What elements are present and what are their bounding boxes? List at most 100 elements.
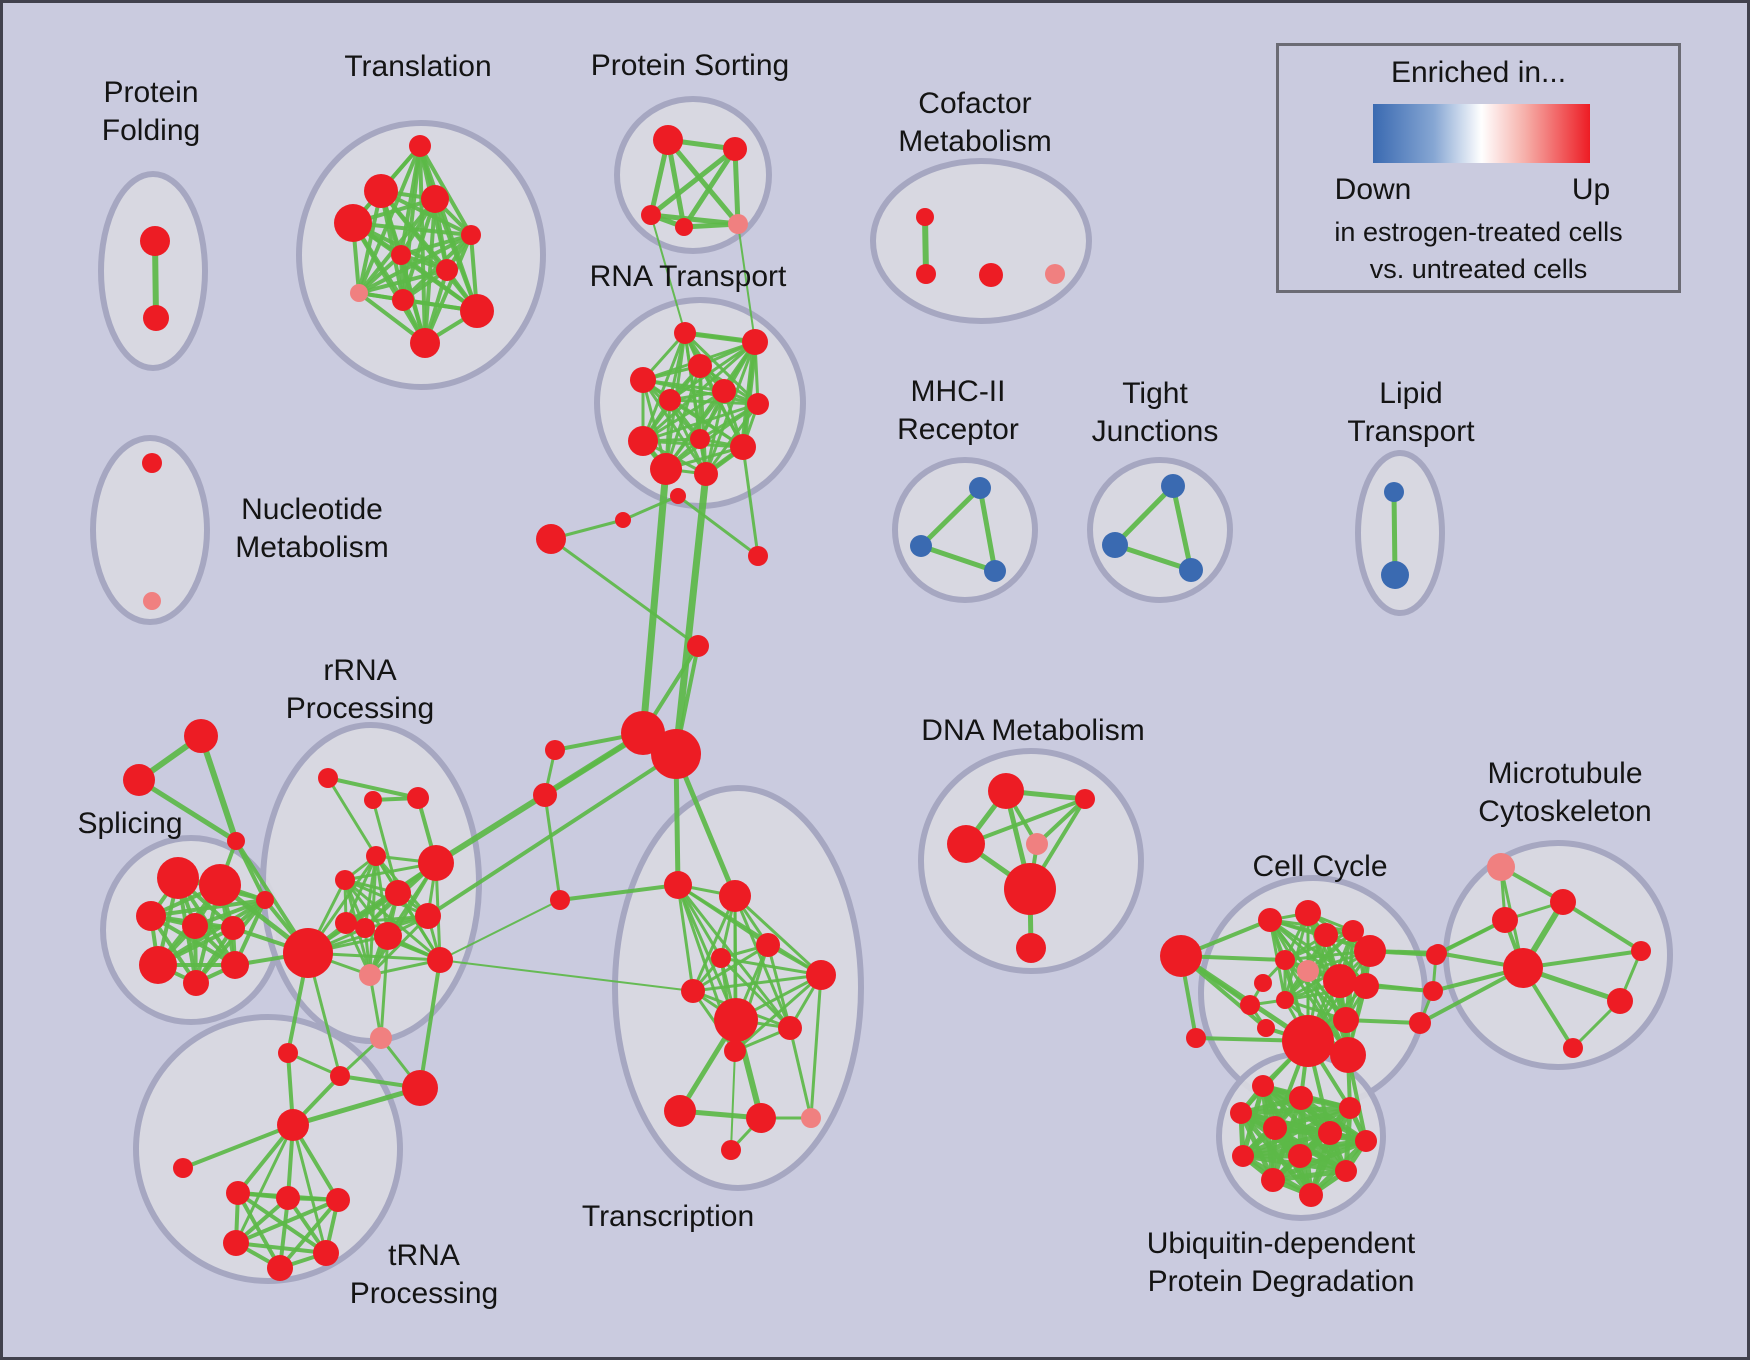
network-edge	[733, 894, 823, 977]
labels-layer: Protein Folding Translation Protein Sorting…	[77, 49, 1651, 1310]
gene-set-node-up	[227, 832, 245, 850]
network-edge	[691, 973, 823, 993]
network-edge	[326, 776, 420, 800]
network-edge	[379, 934, 390, 1040]
gene-set-node-up	[221, 916, 245, 940]
gene-set-node-up	[221, 951, 249, 979]
network-edge	[668, 340, 757, 402]
gene-set-node-up	[1252, 1075, 1274, 1097]
network-edge	[704, 389, 726, 476]
network-edge	[641, 331, 687, 443]
gene-set-node-up	[410, 328, 440, 358]
cluster-ellipse-cofactor	[870, 158, 1092, 324]
gene-set-node-up	[326, 1188, 350, 1212]
gene-set-node-up	[139, 946, 177, 984]
network-edge	[368, 914, 430, 977]
gene-set-node-up	[364, 174, 398, 208]
gene-set-node-up	[694, 462, 718, 486]
gene-set-node-up	[723, 137, 747, 161]
gene-set-node-up	[659, 389, 681, 411]
cluster-label-dna_metabolism: DNA Metabolism	[921, 714, 1144, 747]
network-svg: Protein Folding Translation Protein Sorting…	[77, 49, 1673, 1310]
cluster-label-lipid_transport: Lipid Transport	[1347, 377, 1475, 448]
network-edge	[1283, 929, 1355, 962]
network-edge	[357, 268, 449, 295]
gene-set-node-up	[409, 135, 431, 157]
gene-set-node-up	[1342, 920, 1364, 942]
gene-set-node-up	[641, 205, 661, 225]
network-edge	[740, 339, 758, 450]
network-edge	[234, 1123, 295, 1245]
network-edge	[1283, 958, 1350, 1057]
gene-set-node-up	[1353, 973, 1379, 999]
gene-set-node-up	[628, 426, 658, 456]
gene-set-node-up	[460, 294, 494, 328]
gene-set-node-up	[1314, 923, 1338, 947]
gene-set-node-up	[746, 1103, 776, 1133]
gene-set-node-up	[1423, 981, 1443, 1001]
gene-set-node-up	[183, 970, 209, 996]
gene-set-node-up	[653, 125, 683, 155]
legend-down-label: Down	[1334, 173, 1412, 206]
gene-set-node-up	[256, 891, 274, 909]
gene-set-node-up	[1563, 1038, 1583, 1058]
network-edge	[648, 146, 738, 218]
gene-set-node-up	[223, 1230, 249, 1256]
gene-set-node-up	[461, 225, 481, 245]
gene-set-node-up	[142, 453, 162, 473]
gene-set-node-up	[1335, 1160, 1357, 1182]
gene-set-node-up	[1318, 1121, 1342, 1145]
network-edge	[371, 798, 400, 895]
gene-set-node-down	[910, 535, 932, 557]
gene-set-node-up	[1631, 941, 1651, 961]
gene-set-node-up-light	[359, 964, 381, 986]
network-edge	[558, 883, 680, 902]
gene-set-node-up	[364, 791, 382, 809]
network-edge	[809, 973, 823, 1120]
network-edge	[357, 189, 383, 295]
gene-set-node-up	[415, 903, 441, 929]
gene-set-node-up	[1186, 1028, 1206, 1048]
gene-set-node-up	[402, 1070, 438, 1106]
gene-set-node-up	[385, 880, 411, 906]
network-edge	[399, 233, 473, 257]
gene-set-node-up	[1276, 991, 1294, 1009]
gene-set-node-up	[277, 1109, 309, 1141]
gene-set-node-up	[313, 1240, 339, 1266]
gene-set-node-up	[226, 1181, 250, 1205]
gene-set-node-up	[173, 1158, 193, 1178]
cluster-label-protein_sorting: Protein Sorting	[591, 49, 789, 82]
legend-subtitle-line2: vs. untreated cells	[1369, 254, 1588, 284]
gene-set-node-up	[756, 933, 780, 957]
gene-set-node-up	[136, 901, 166, 931]
network-edge	[733, 973, 823, 1053]
gene-set-node-up	[630, 367, 656, 393]
gene-set-node-up	[615, 512, 631, 528]
network-edge	[426, 752, 678, 918]
gene-set-node-up	[1254, 974, 1272, 992]
gene-set-node-up	[1355, 1130, 1377, 1152]
network-edge	[766, 943, 792, 1030]
network-edge	[1112, 483, 1176, 548]
legend-box: Enriched in... Down Up in estrogen-treat…	[1276, 43, 1681, 293]
gene-set-node-down	[969, 477, 991, 499]
network-edge	[236, 1191, 282, 1270]
gene-set-node-up	[688, 354, 712, 378]
gene-set-node-up	[714, 998, 758, 1042]
network-edge	[676, 494, 760, 558]
network-edge	[732, 146, 741, 227]
gene-set-node-down	[1161, 474, 1185, 498]
gene-set-node-up	[979, 263, 1003, 287]
cluster-ellipse-tight_junctions	[1087, 457, 1233, 603]
cluster-label-trna: tRNA Processing	[350, 1239, 498, 1310]
gene-set-node-up	[318, 768, 338, 788]
network-edge	[665, 137, 741, 227]
gene-set-node-down	[1384, 482, 1404, 502]
network-edge	[549, 537, 700, 648]
gene-set-node-up	[1004, 863, 1056, 915]
network-edge	[676, 883, 695, 993]
network-edge	[641, 402, 760, 443]
gene-set-node-up	[664, 1095, 696, 1127]
gene-set-node-up	[421, 185, 449, 213]
